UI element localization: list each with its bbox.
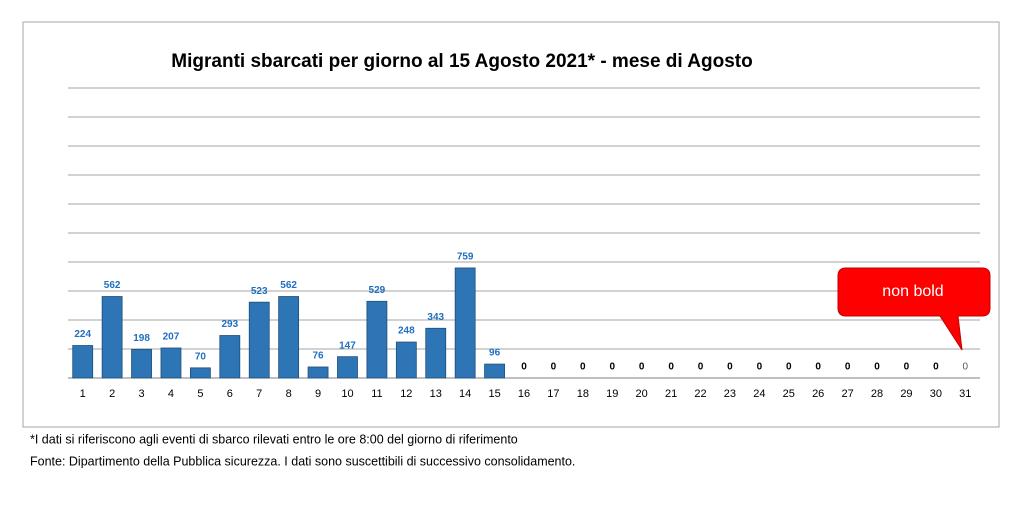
x-tick-label: 25 <box>783 388 795 400</box>
x-tick-label: 12 <box>400 388 412 400</box>
value-label: 0 <box>874 362 880 373</box>
value-label: 0 <box>698 362 704 373</box>
value-label: 76 <box>313 351 325 362</box>
bar <box>366 300 388 379</box>
value-label: 0 <box>933 362 939 373</box>
x-tick-label: 4 <box>168 388 174 400</box>
value-label: 96 <box>489 348 501 359</box>
bar <box>278 296 300 379</box>
callout-text: non bold <box>882 283 943 300</box>
value-label: 293 <box>221 319 238 330</box>
value-label: 562 <box>280 280 297 291</box>
bar <box>101 296 123 379</box>
bar <box>219 335 241 379</box>
footnote: Fonte: Dipartimento della Pubblica sicur… <box>30 454 575 468</box>
x-tick-label: 19 <box>606 388 618 400</box>
value-label: 0 <box>757 362 763 373</box>
x-tick-label: 2 <box>109 388 115 400</box>
bar <box>307 366 329 379</box>
value-label: 0 <box>727 362 733 373</box>
bar <box>454 267 476 379</box>
value-label: 0 <box>845 362 851 373</box>
value-label: 224 <box>74 329 91 340</box>
value-label: 70 <box>195 351 207 362</box>
x-tick-label: 11 <box>371 388 382 400</box>
bar <box>131 348 152 379</box>
bar <box>160 347 182 379</box>
bar <box>337 356 358 379</box>
x-tick-label: 28 <box>871 388 883 400</box>
value-label: 0 <box>609 362 615 373</box>
x-tick-label: 10 <box>341 388 353 400</box>
x-tick-label: 20 <box>636 388 648 400</box>
value-label: 248 <box>398 326 415 337</box>
callout <box>837 267 991 351</box>
x-tick-label: 8 <box>286 388 292 400</box>
value-label: 0 <box>521 362 527 373</box>
x-tick-label: 23 <box>724 388 736 400</box>
value-label: 0 <box>668 362 674 373</box>
x-tick-label: 27 <box>841 388 853 400</box>
value-label: 0 <box>580 362 586 373</box>
value-label: 207 <box>163 332 180 343</box>
value-label: 0 <box>963 362 969 373</box>
x-tick-label: 16 <box>518 388 530 400</box>
bar <box>425 327 447 379</box>
value-label: 562 <box>104 280 121 291</box>
x-tick-label: 31 <box>959 388 971 400</box>
bar <box>484 363 505 379</box>
x-tick-label: 9 <box>315 388 321 400</box>
x-tick-label: 6 <box>227 388 233 400</box>
bar <box>189 367 211 379</box>
x-tick-label: 14 <box>459 388 471 400</box>
value-label: 0 <box>904 362 910 373</box>
x-tick-label: 21 <box>665 388 677 400</box>
plot-area: 1224256231984207570629375238562976101471… <box>68 87 980 400</box>
bar <box>72 345 94 379</box>
x-tick-label: 15 <box>488 388 500 400</box>
value-label: 0 <box>786 362 792 373</box>
x-tick-label: 17 <box>547 388 559 400</box>
value-label: 147 <box>339 340 356 351</box>
value-label: 0 <box>815 362 821 373</box>
value-label: 198 <box>133 333 150 344</box>
x-tick-label: 1 <box>80 388 86 400</box>
x-tick-label: 18 <box>577 388 589 400</box>
footnote: *I dati si riferiscono agli eventi di sb… <box>30 432 518 446</box>
bar <box>248 301 270 379</box>
x-tick-label: 29 <box>900 388 912 400</box>
value-label: 343 <box>427 312 444 323</box>
x-tick-label: 5 <box>197 388 203 400</box>
bar <box>395 341 417 379</box>
value-label: 0 <box>551 362 557 373</box>
value-label: 529 <box>369 285 386 296</box>
x-tick-label: 24 <box>753 388 765 400</box>
chart-title: Migranti sbarcati per giorno al 15 Agost… <box>171 51 752 72</box>
x-tick-label: 30 <box>930 388 942 400</box>
x-tick-label: 3 <box>138 388 144 400</box>
value-label: 0 <box>639 362 645 373</box>
x-tick-label: 22 <box>694 388 706 400</box>
x-tick-label: 26 <box>812 388 824 400</box>
value-label: 759 <box>457 252 474 263</box>
x-tick-label: 13 <box>430 388 442 400</box>
value-label: 523 <box>251 286 268 297</box>
x-tick-label: 7 <box>256 388 262 400</box>
chart-frame <box>22 21 1000 428</box>
